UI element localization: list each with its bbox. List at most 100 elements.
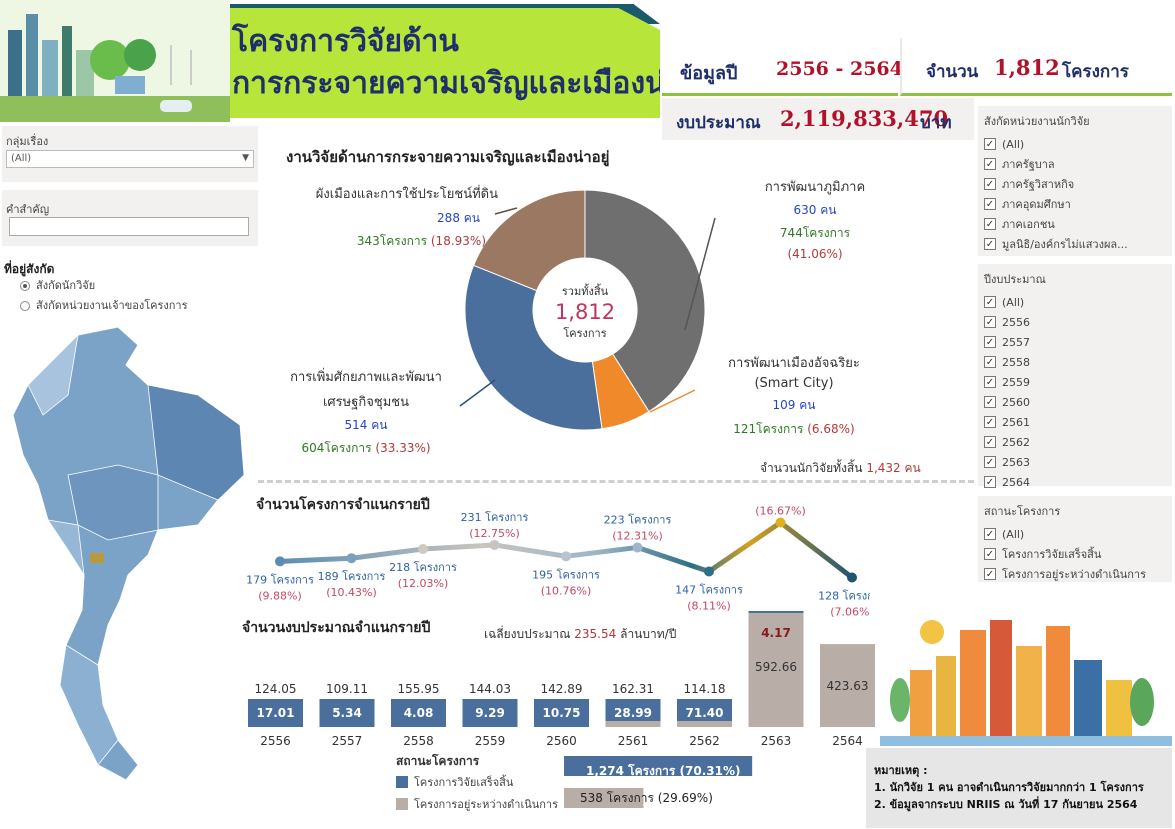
line-point-7[interactable] <box>775 517 786 528</box>
agency-checkbox-3[interactable]: ✓ ภาคอุดมศึกษา <box>984 194 1166 214</box>
line-point-label: 179 โครงการ <box>246 572 314 586</box>
bar-done-0[interactable] <box>248 699 303 727</box>
agency-checkbox-5[interactable]: ✓ มูลนิธิ/องค์กรไม่แสวงผล... <box>984 234 1166 254</box>
keyword-input[interactable] <box>9 217 249 236</box>
group-filter-label: กลุ่มเรื่อง <box>6 135 49 148</box>
slice-name: การพัฒนาภูมิภาค <box>764 180 866 195</box>
bar-done-label: 10.75 <box>543 706 581 720</box>
chevron-down-icon: ▼ <box>242 153 249 163</box>
status-checkbox-label: โครงการวิจัยเสร็จสิ้น <box>1002 548 1102 561</box>
done-summary-bar <box>564 756 753 776</box>
bar-done-4[interactable] <box>534 699 589 727</box>
bar-category-label: 2561 <box>618 734 649 748</box>
line-point-3[interactable] <box>489 539 500 550</box>
bangkok-region[interactable] <box>90 553 104 563</box>
slice-projects-line: 343โครงการ (18.93%) <box>288 232 498 251</box>
line-point-0[interactable] <box>275 556 285 567</box>
year-checkbox-8[interactable]: ✓ 2563 <box>984 452 1166 472</box>
year-checkbox-4[interactable]: ✓ 2559 <box>984 372 1166 392</box>
affiliation-option-label: สังกัดนักวิจัย <box>36 279 96 292</box>
bar-done-1[interactable] <box>319 699 375 727</box>
agency-checkbox-label: (All) <box>1002 137 1025 151</box>
avg-budget-label: เฉลี่ยงบประมาณ <box>484 627 571 641</box>
year-checkbox-6[interactable]: ✓ 2561 <box>984 412 1166 432</box>
slice-pct: (18.93%) <box>430 234 486 248</box>
checkmark-icon: ✓ <box>984 218 996 230</box>
legend-item-ongoing: โครงการอยู่ระหว่างดำเนินการ <box>396 795 558 813</box>
status-checkbox-2[interactable]: ✓ โครงการอยู่ระหว่างดำเนินการ <box>984 564 1166 584</box>
line-point-6[interactable] <box>704 566 714 577</box>
slice-label-smart-city: การพัฒนาเมืองอัจฉริยะ (Smart City) 109 ค… <box>714 352 874 439</box>
affiliation-option-researcher[interactable]: สังกัดนักวิจัย <box>20 276 95 294</box>
bar-category-label: 2557 <box>332 734 363 748</box>
city-illustration <box>0 0 230 122</box>
bar-done-3[interactable] <box>462 699 518 727</box>
donut-slice-2[interactable] <box>464 264 603 431</box>
count-unit: โครงการ <box>1062 62 1129 82</box>
slice-name-2: เศรษฐกิจชุมชน <box>322 395 409 410</box>
bar-total-label: 114.18 <box>684 682 726 696</box>
bar-ongoing-8[interactable] <box>820 644 875 727</box>
line-point-2[interactable] <box>418 544 428 555</box>
line-point-1[interactable] <box>346 553 357 564</box>
year-checkbox-2[interactable]: ✓ 2557 <box>984 332 1166 352</box>
bar-done-5[interactable] <box>605 699 661 721</box>
agency-checkbox-0[interactable]: ✓ (All) <box>984 134 1166 154</box>
avg-budget: เฉลี่ยงบประมาณ 235.54 ล้านบาท/ปี <box>484 625 676 644</box>
banner-title-line1: โครงการวิจัยด้าน <box>232 24 459 59</box>
bar-done-2[interactable] <box>391 699 446 727</box>
leader-lines <box>459 207 716 413</box>
year-range-card: ข้อมูลปี 2556 - 2564 <box>662 38 903 96</box>
agency-filter: สังกัดหน่วยงานนักวิจัย ✓ (All) ✓ ภาครัฐบาล ✓… <box>978 106 1172 256</box>
line-point-8[interactable] <box>847 572 857 583</box>
slice-projects-line: 604โครงการ (33.33%) <box>276 439 456 458</box>
agency-checkbox-1[interactable]: ✓ ภาครัฐบาล <box>984 154 1166 174</box>
year-checkbox-1[interactable]: ✓ 2556 <box>984 312 1166 332</box>
bar-ongoing-5[interactable] <box>605 721 661 727</box>
donut-slice-3[interactable] <box>472 189 586 292</box>
bar-total-label: 155.95 <box>398 682 440 696</box>
line-point-pct: (10.43%) <box>326 586 377 599</box>
bar-done-7[interactable] <box>748 611 804 613</box>
bar-done-label: 17.01 <box>257 706 295 720</box>
status-checkbox-1[interactable]: ✓ โครงการวิจัยเสร็จสิ้น <box>984 544 1166 564</box>
year-checkbox-label: 2556 <box>1002 315 1030 329</box>
status-checkbox-0[interactable]: ✓ (All) <box>984 524 1166 544</box>
slice-projects: 744โครงการ <box>779 226 851 240</box>
year-checkbox-9[interactable]: ✓ 2564 <box>984 472 1166 492</box>
line-point-4[interactable] <box>561 551 571 562</box>
line-point-pct: (12.75%) <box>469 527 520 540</box>
projects-by-year-line-chart[interactable]: 179 โครงการ (9.88%) 189 โครงการ (10.43%) 218… <box>240 505 870 625</box>
fiscal-year-filter-title: ปีงบประมาณ <box>984 273 1046 286</box>
year-checkbox-5[interactable]: ✓ 2560 <box>984 392 1166 412</box>
slice-label-community: การเพิ่มศักยภาพและพัฒนา เศรษฐกิจชุมชน 51… <box>276 366 456 458</box>
bar-done-6[interactable] <box>677 699 732 721</box>
bar-ongoing-6[interactable] <box>677 721 732 727</box>
status-filter-title: สถานะโครงการ <box>984 505 1061 518</box>
donut-slice-0[interactable] <box>584 189 706 413</box>
year-checkbox-7[interactable]: ✓ 2562 <box>984 432 1166 452</box>
slice-projects: 604โครงการ <box>301 441 372 455</box>
agency-checkbox-4[interactable]: ✓ ภาคเอกชน <box>984 214 1166 234</box>
year-checkbox-0[interactable]: ✓ (All) <box>984 292 1166 312</box>
budget-card: งบประมาณ 2,119,833,470 บาท <box>662 98 974 140</box>
line-point-pct: (8.11%) <box>687 599 731 612</box>
banner-title-line2: การกระจายความเจริญและเมืองน่าอยู่ <box>232 66 660 101</box>
group-dropdown[interactable]: (All) ▼ <box>6 150 254 168</box>
line-point-pct: (9.88%) <box>258 589 302 602</box>
affiliation-option-owner[interactable]: สังกัดหน่วยงานเจ้าของโครงการ <box>20 296 188 314</box>
bar-ongoing-7[interactable] <box>748 611 804 727</box>
project-count-card: จำนวน 1,812 โครงการ <box>900 38 1172 96</box>
line-point-label: 218 โครงการ <box>389 560 457 574</box>
year-checkbox-3[interactable]: ✓ 2558 <box>984 352 1166 372</box>
checkmark-icon: ✓ <box>984 476 996 488</box>
agency-checkbox-2[interactable]: ✓ ภาครัฐวิสาหกิจ <box>984 174 1166 194</box>
bar-ongoing-label: 423.63 <box>827 679 869 693</box>
agency-checkbox-list: ✓ (All) ✓ ภาครัฐบาล ✓ ภาครัฐวิสาหกิจ ✓ ภาคอุดมศ… <box>984 134 1166 254</box>
line-point-5[interactable] <box>632 542 643 553</box>
thailand-map[interactable] <box>8 325 246 783</box>
budget-by-year-bar-chart[interactable]: 17.01 124.05 2556 5.34 109.11 2557 4.08 155.95 2… <box>240 600 880 750</box>
agency-checkbox-label: มูลนิธิ/องค์กรไม่แสวงผล... <box>1002 238 1128 251</box>
budget-unit: บาท <box>920 113 952 133</box>
donut-chart[interactable] <box>460 185 710 435</box>
